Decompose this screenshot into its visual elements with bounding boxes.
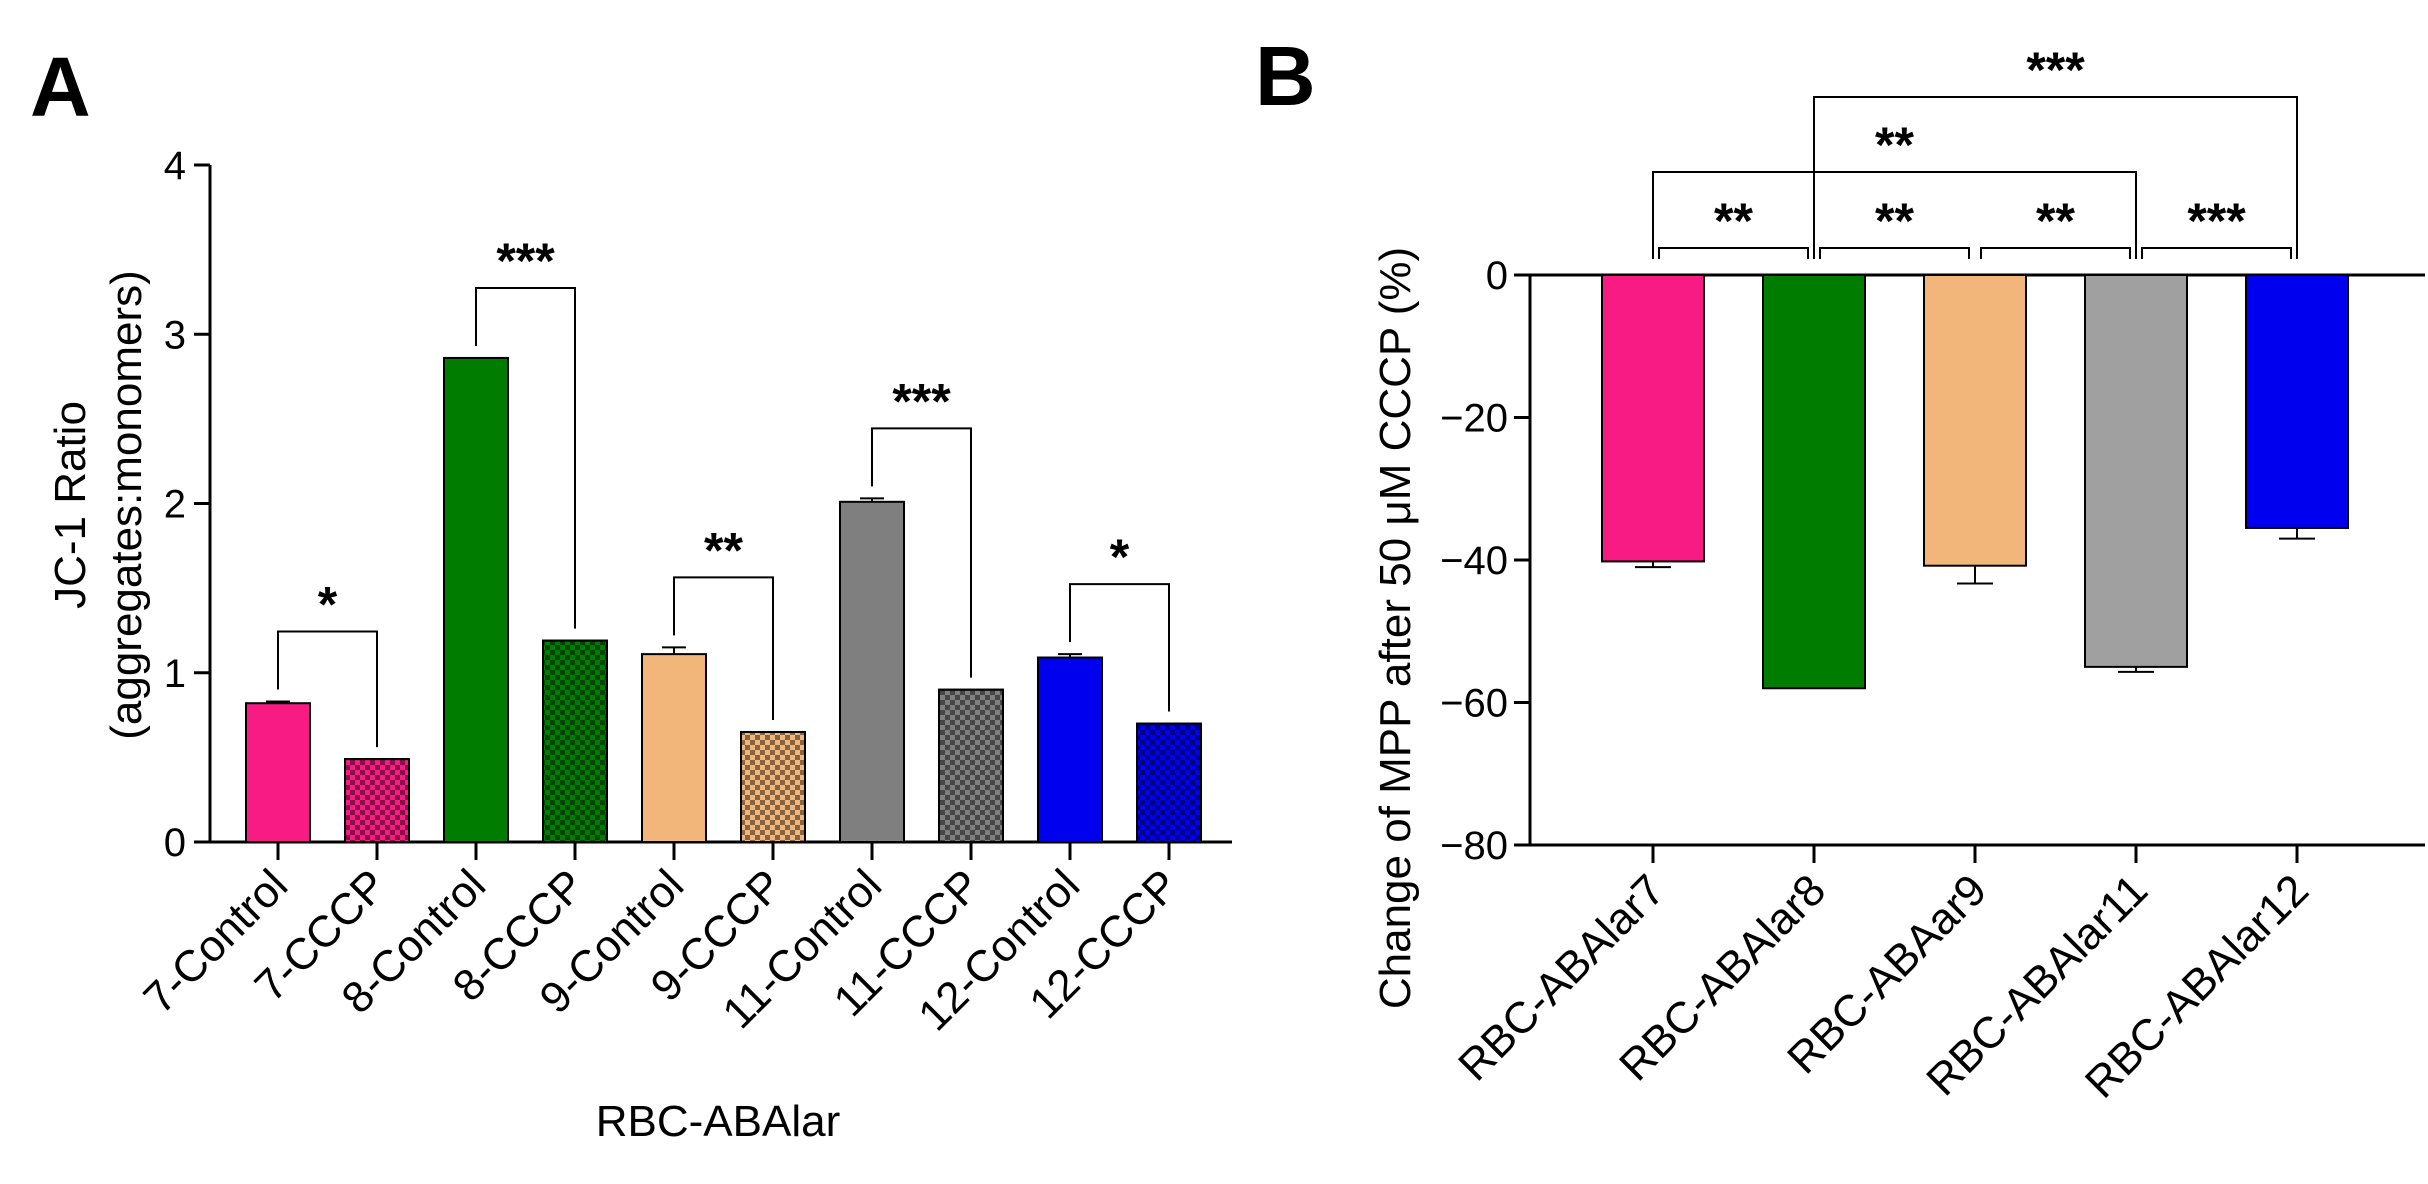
chart-a-sig-bracket-4 <box>1069 583 1170 712</box>
chart-b-sig-bracket-1 <box>1819 247 1970 259</box>
chart-a-sig-label-1: *** <box>496 233 555 289</box>
chart-a-bar-8 <box>1037 656 1103 844</box>
chart-b-sig-bracket-2 <box>1980 247 2131 259</box>
chart-b-ytick-label-0: 0 <box>1486 254 1508 298</box>
chart-a-sig-label-4: * <box>1110 529 1130 585</box>
chart-b-plot: 0−20−40−60−80RBC-ABAlar7RBC-ABAlar8RBC-A… <box>1440 42 2425 1108</box>
chart-a-sig-bracket-0 <box>277 630 378 748</box>
chart-a-bar-6 <box>839 500 905 843</box>
chart-b-y-axis-title: Change of MPP after 50 μM CCCP (%) <box>1371 247 1420 1009</box>
chart-a-bar-pattern-3 <box>542 639 608 844</box>
chart-b-bar-4 <box>2245 274 2349 529</box>
chart-a-sig-label-2: ** <box>704 522 743 578</box>
chart-b-bar-0 <box>1601 274 1705 563</box>
chart-b-sig-label-4: ** <box>1875 117 1914 173</box>
chart-a-sig-label-3: *** <box>892 373 951 429</box>
chart-a-bar-pattern-9 <box>1136 722 1202 844</box>
chart-b-bar-1 <box>1762 274 1866 690</box>
chart-b-sig-label-2: ** <box>2036 193 2075 249</box>
chart-b-ytick-label-2: −40 <box>1440 539 1508 583</box>
chart-b-sig-label-5: *** <box>2026 42 2085 98</box>
chart-a-ytick-label-3: 3 <box>164 313 186 357</box>
chart-a-xlabel: RBC-ABAlar <box>596 1097 841 1146</box>
chart-b-sig-label-1: ** <box>1875 193 1914 249</box>
panel-letter-a: A <box>30 40 91 134</box>
chart-a-plot: 012347-Control7-CCCP8-Control8-CCCP9-Con… <box>134 144 1232 1040</box>
chart-a-sig-bracket-2 <box>673 576 774 720</box>
chart-a-ylabel-line1: JC-1 Ratio <box>46 401 95 609</box>
chart-b-ytick-label-4: −80 <box>1440 824 1508 868</box>
chart-a-bar-2 <box>443 356 509 843</box>
chart-b-sig-bracket-4 <box>1652 171 2137 259</box>
chart-a-ytick-label-4: 4 <box>164 144 186 188</box>
chart-b-sig-bracket-0 <box>1658 247 1809 259</box>
panel-letter-b: B <box>1255 29 1316 123</box>
chart-b-sig-label-0: ** <box>1714 193 1753 249</box>
chart-b-bar-2 <box>1923 274 2027 567</box>
chart-b-ytick-label-1: −20 <box>1440 397 1508 441</box>
chart-a-bar-4 <box>641 653 707 843</box>
panel-a: A JC-1 Ratio (aggregates:monomers) RBC-A… <box>30 40 1232 1146</box>
chart-b-sig-label-3: *** <box>2187 193 2246 249</box>
chart-a-sig-bracket-1 <box>475 286 576 629</box>
chart-a-sig-bracket-3 <box>871 427 972 678</box>
chart-a-ytick-label-1: 1 <box>164 652 186 696</box>
chart-b-ytick-label-3: −60 <box>1440 682 1508 726</box>
chart-a-bar-0 <box>245 702 311 844</box>
chart-b-sig-bracket-3 <box>2141 247 2292 259</box>
chart-a-ytick-label-2: 2 <box>164 483 186 527</box>
chart-a-bar-pattern-5 <box>740 730 806 843</box>
chart-a-bar-pattern-7 <box>938 688 1004 843</box>
chart-b-sig-bracket-5 <box>1813 96 2298 259</box>
chart-a-bar-pattern-1 <box>344 758 410 844</box>
chart-a-sig-label-0: * <box>318 577 338 633</box>
chart-b-ylabel: Change of MPP after 50 μM CCCP (%) <box>1371 247 1420 1009</box>
chart-a-y-axis-title: JC-1 Ratio (aggregates:monomers) <box>46 270 151 740</box>
chart-a-ytick-label-0: 0 <box>164 821 186 865</box>
chart-b-bar-3 <box>2084 274 2188 668</box>
panel-b: B Change of MPP after 50 μM CCCP (%) 0 −2… <box>1255 29 2425 1108</box>
chart-a-ylabel-line2: (aggregates:monomers) <box>102 270 151 740</box>
